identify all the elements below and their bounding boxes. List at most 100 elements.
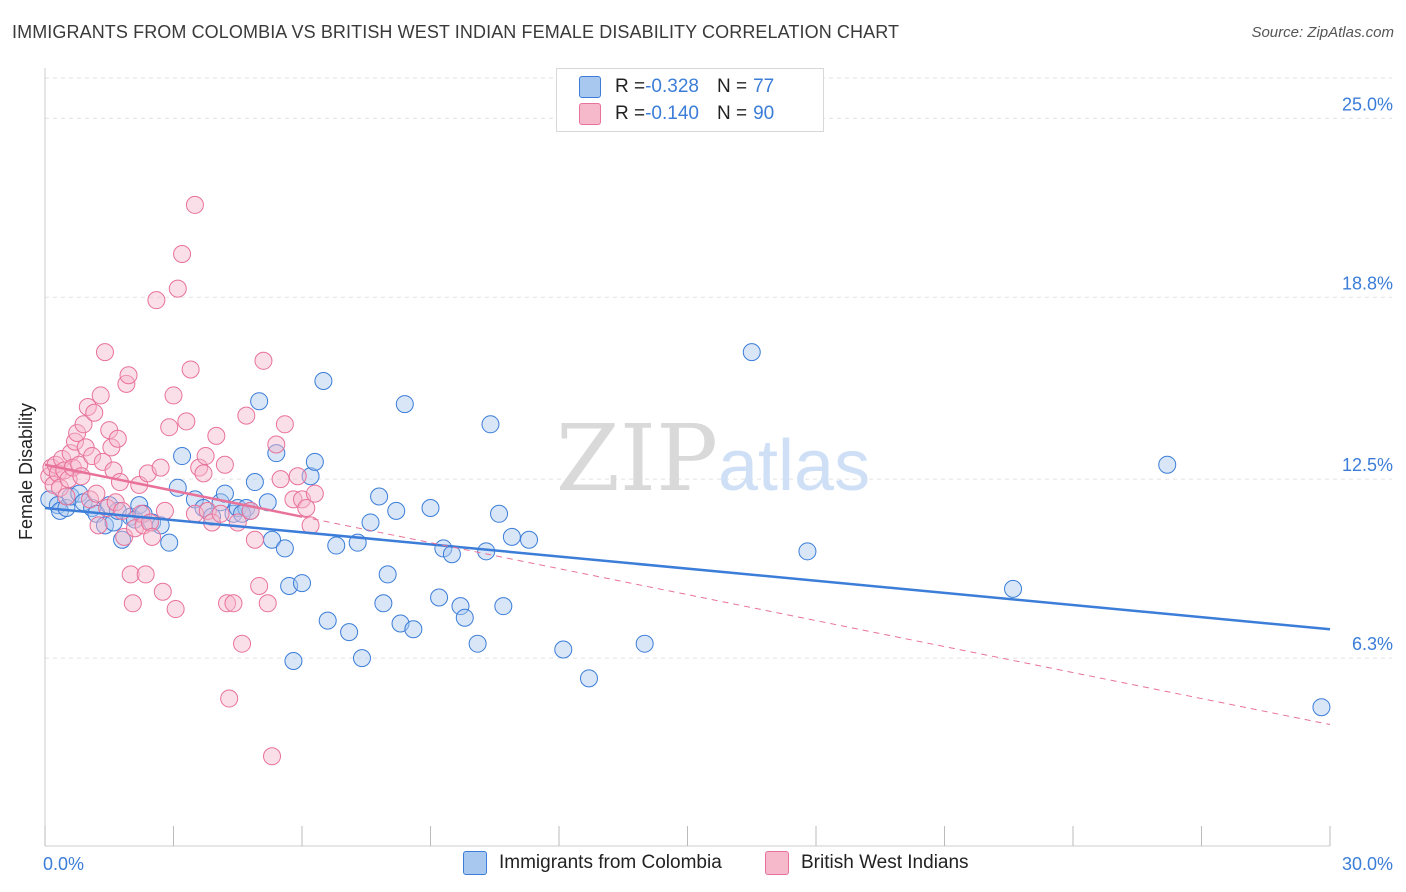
point-bwi — [220, 689, 239, 708]
y-tick-label: 18.8% — [1342, 273, 1393, 293]
point-bwi — [275, 415, 294, 434]
trend-line-bwi — [44, 463, 303, 518]
point-colombia — [554, 640, 573, 659]
series-legend: Immigrants from Colombia British West In… — [0, 851, 1406, 877]
x-tick-label: 30.0% — [1342, 854, 1393, 874]
point-bwi — [218, 594, 237, 613]
legend-label-colombia: Immigrants from Colombia — [499, 852, 722, 873]
point-bwi — [57, 487, 76, 506]
legend-r-label: R = — [615, 103, 646, 124]
point-colombia — [293, 574, 311, 593]
point-bwi — [271, 470, 290, 489]
point-colombia — [404, 620, 423, 639]
point-bwi — [164, 386, 183, 405]
point-colombia — [352, 649, 371, 668]
legend-swatch-bwi — [765, 851, 789, 875]
point-bwi — [166, 600, 185, 619]
watermark-atlas: atlas — [718, 426, 870, 506]
y-tick-label: 12.5% — [1342, 455, 1393, 475]
trend-line-bwi-extension — [301, 516, 1331, 726]
point-bwi — [119, 366, 138, 385]
point-bwi — [254, 351, 273, 370]
tick-labels: 6.3% 12.5% 18.8% 25.0% 0.0% 30.0% — [43, 94, 1393, 874]
y-tick-label: 25.0% — [1342, 94, 1393, 114]
legend-r-label: R = — [615, 76, 646, 97]
point-bwi — [160, 418, 179, 437]
chart-title: IMMIGRANTS FROM COLOMBIA VS BRITISH WEST… — [12, 22, 900, 42]
point-bwi — [233, 634, 252, 653]
point-bwi — [173, 244, 192, 263]
x-tick-label: 0.0% — [43, 854, 84, 874]
legend-r-value: -0.140 — [645, 103, 699, 124]
point-colombia — [1158, 455, 1177, 474]
point-bwi — [215, 455, 234, 474]
watermark-zip: ZIP — [556, 405, 718, 512]
point-bwi — [207, 426, 226, 445]
legend-item-colombia: Immigrants from Colombia — [463, 851, 722, 875]
point-colombia — [370, 487, 389, 506]
point-colombia — [387, 501, 406, 520]
point-bwi — [153, 582, 172, 601]
legend-label-bwi: British West Indians — [801, 852, 969, 873]
point-colombia — [430, 588, 449, 607]
point-colombia — [395, 395, 414, 414]
point-colombia — [421, 499, 440, 518]
point-bwi — [305, 484, 324, 503]
point-colombia — [468, 634, 487, 653]
point-colombia — [378, 565, 397, 584]
point-bwi — [85, 403, 104, 422]
point-colombia — [490, 504, 509, 523]
point-bwi — [258, 594, 277, 613]
legend-row-bwi: R = -0.140 N = 90 — [579, 102, 774, 126]
point-bwi — [211, 504, 230, 523]
legend-row-colombia: R = -0.328 N = 77 — [579, 75, 774, 99]
point-colombia — [160, 533, 179, 552]
point-bwi — [151, 458, 170, 477]
point-colombia — [314, 372, 333, 390]
point-bwi — [87, 484, 106, 503]
point-colombia — [275, 539, 294, 558]
point-colombia — [742, 343, 761, 362]
point-bwi — [297, 499, 316, 518]
point-bwi — [196, 447, 215, 466]
y-tick-label: 6.3% — [1352, 634, 1393, 654]
legend-n-label: N = — [716, 103, 748, 124]
legend-swatch-colombia — [463, 851, 487, 875]
point-bwi — [108, 429, 127, 448]
point-colombia — [520, 530, 539, 549]
point-bwi — [288, 467, 307, 486]
data-points — [40, 195, 1331, 766]
point-colombia — [374, 594, 393, 613]
legend-n-value: 77 — [753, 76, 775, 97]
point-bwi — [177, 412, 196, 431]
point-colombia — [340, 623, 359, 642]
trend-line-colombia — [44, 506, 1331, 631]
source-label: Source: ZipAtlas.com — [1251, 24, 1394, 41]
legend-item-bwi: British West Indians — [765, 851, 969, 875]
point-colombia — [502, 527, 521, 546]
point-bwi — [245, 530, 264, 549]
point-bwi — [181, 360, 200, 379]
point-bwi — [237, 406, 256, 425]
point-bwi — [250, 576, 269, 595]
point-colombia — [635, 634, 654, 653]
point-colombia — [1312, 698, 1331, 717]
point-colombia — [579, 669, 598, 688]
point-bwi — [70, 455, 89, 474]
point-bwi — [89, 516, 108, 535]
point-colombia — [327, 536, 346, 555]
point-bwi — [123, 594, 142, 613]
legend-swatch-colombia — [579, 76, 601, 98]
point-colombia — [1004, 579, 1023, 598]
legend-n-label: N = — [716, 76, 748, 97]
axes — [44, 68, 1331, 847]
point-colombia — [113, 530, 132, 549]
point-bwi — [185, 195, 204, 214]
point-bwi — [143, 527, 162, 546]
point-bwi — [263, 747, 282, 766]
point-bwi — [147, 291, 166, 310]
point-bwi — [155, 501, 174, 520]
point-colombia — [494, 597, 513, 616]
point-colombia — [318, 611, 337, 630]
point-colombia — [798, 542, 817, 561]
